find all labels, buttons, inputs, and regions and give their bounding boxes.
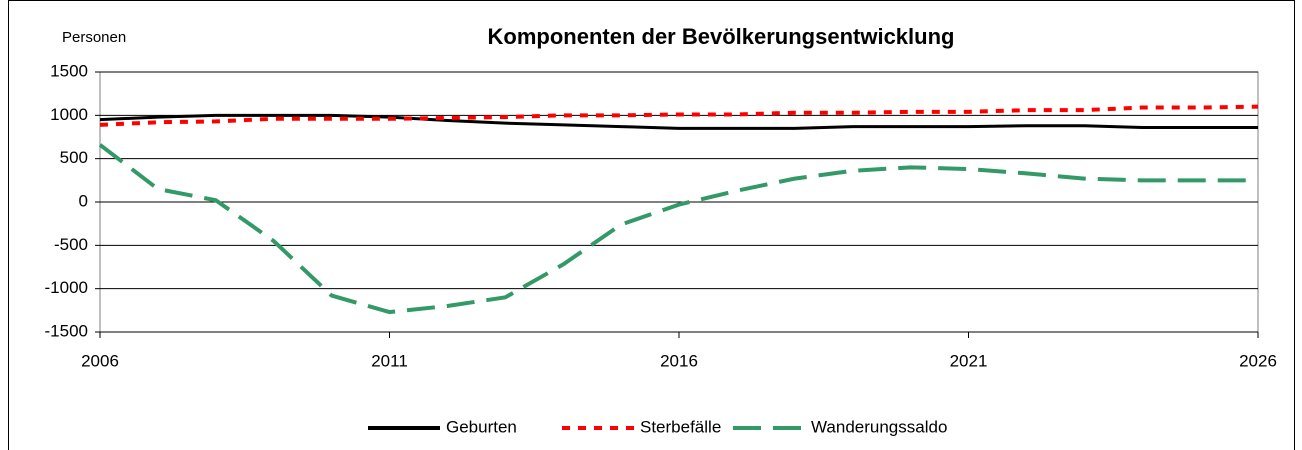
y-tick-label: -500 xyxy=(54,235,88,254)
y-tick-label: 500 xyxy=(60,148,88,167)
y-tick-label: -1500 xyxy=(45,321,88,340)
series-line xyxy=(99,113,1258,130)
series-line xyxy=(99,104,1259,127)
x-tick-label: 2011 xyxy=(371,351,408,370)
x-tick-label: 2021 xyxy=(950,351,988,370)
y-tick-label: -1000 xyxy=(45,278,88,297)
legend-label: Sterbefälle xyxy=(640,417,721,436)
y-tick-label: 0 xyxy=(79,191,88,210)
chart-frame xyxy=(8,0,1295,450)
legend-label: Geburten xyxy=(446,417,517,436)
chart-title: Komponenten der Bevölkerungsentwicklung xyxy=(488,24,955,49)
y-tick-label: 1500 xyxy=(50,61,88,80)
y-axis-label: Personen xyxy=(62,29,126,46)
legend-label: Wanderungssaldo xyxy=(811,417,947,436)
x-tick-label: 2026 xyxy=(1239,351,1277,370)
x-tick-label: 2016 xyxy=(660,351,698,370)
x-tick-label: 2006 xyxy=(81,351,119,370)
series-line xyxy=(98,143,1258,315)
y-tick-label: 1000 xyxy=(50,105,88,124)
